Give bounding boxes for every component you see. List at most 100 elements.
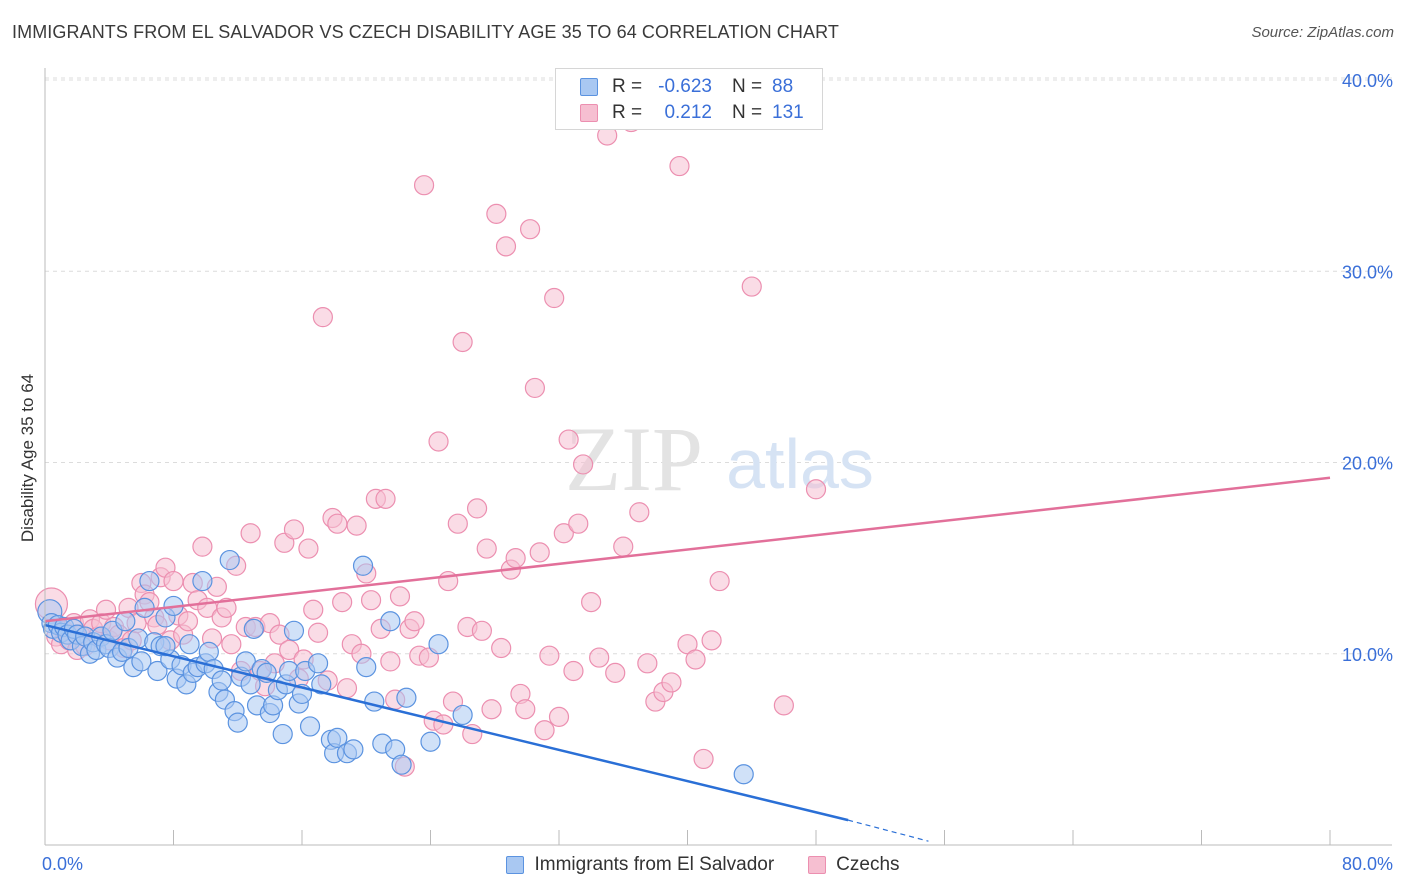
stats-legend-row-pink: R = 0.212 N = 131 xyxy=(580,101,804,125)
el-salvador-point xyxy=(391,754,412,775)
czechs-point xyxy=(515,699,536,720)
czechs-point xyxy=(805,479,827,500)
el-salvador-point xyxy=(243,618,264,639)
czechs-point xyxy=(452,331,473,353)
el-salvador-point xyxy=(272,723,293,745)
el-salvador-point xyxy=(227,712,248,733)
legend-swatch-blue xyxy=(506,856,525,874)
czechs-point xyxy=(192,536,213,557)
y-axis-title: Disability Age 35 to 64 xyxy=(18,373,37,543)
watermark: ZIP atlas xyxy=(565,408,874,510)
czechs-point xyxy=(568,513,589,534)
czechs-point xyxy=(375,488,396,509)
czechs-point xyxy=(558,429,579,450)
czechs-point xyxy=(303,599,324,620)
el-salvador-point xyxy=(352,555,374,576)
grid-layer xyxy=(45,77,1392,655)
czechs-point xyxy=(589,647,610,668)
czechs-point xyxy=(661,672,682,693)
el-salvador-point xyxy=(147,660,168,682)
n-label: N = xyxy=(732,76,763,97)
czechs-point xyxy=(572,454,594,475)
czechs-point xyxy=(581,592,602,613)
el-salvador-point xyxy=(428,634,449,655)
x-tick-label-min: 0.0% xyxy=(42,854,83,874)
czechs-point xyxy=(163,570,184,592)
el-salvador-point xyxy=(733,764,754,785)
czechs-point xyxy=(693,748,714,770)
czechs-point xyxy=(177,611,199,632)
r-value: 0.212 xyxy=(664,102,712,123)
czechs-point xyxy=(428,431,449,452)
n-label: N = xyxy=(732,102,763,123)
czechs-point xyxy=(741,276,762,297)
el-salvador-point xyxy=(420,731,441,752)
chart-title: IMMIGRANTS FROM EL SALVADOR VS CZECH DIS… xyxy=(12,22,839,42)
n-value: 131 xyxy=(772,102,804,123)
source-label: Source: ZipAtlas.com xyxy=(1251,24,1394,41)
x-tick-label-max: 80.0% xyxy=(1342,854,1393,874)
czechs-point xyxy=(491,637,512,659)
legend-swatch-pink xyxy=(808,856,827,874)
czechs-point xyxy=(360,590,382,611)
czechs-point xyxy=(548,706,570,727)
y-tick-label: 20.0% xyxy=(1342,454,1393,474)
watermark-atlas: atlas xyxy=(726,425,874,503)
el-salvador-point xyxy=(179,634,200,655)
czechs-point xyxy=(637,653,658,674)
el-salvador-point xyxy=(364,691,385,712)
stats-legend: R = -0.623 N = 88 R = 0.212 N = 131 xyxy=(555,68,823,130)
czechs-point xyxy=(529,542,550,563)
series-legend: Immigrants from El Salvador Czechs xyxy=(0,852,1406,878)
legend-item-czechs[interactable]: Czechs xyxy=(808,854,900,876)
czechs-point xyxy=(336,678,358,699)
legend-label-el-salvador: Immigrants from El Salvador xyxy=(534,854,775,875)
r-label: R = xyxy=(612,102,643,123)
axes: 10.0% 20.0% 30.0% 40.0% 0.0% 80.0% xyxy=(42,68,1393,874)
czechs-point xyxy=(629,502,650,523)
czechs-point xyxy=(283,519,305,540)
el-salvador-point xyxy=(198,641,219,662)
el-salvador-point xyxy=(131,651,152,672)
czechs-point xyxy=(312,307,333,328)
czechs-point xyxy=(613,536,634,557)
czechs-point xyxy=(404,611,425,632)
czechs-point xyxy=(505,548,526,569)
el-salvador-point xyxy=(299,716,321,737)
czechs-point xyxy=(519,219,541,240)
czechs-point xyxy=(447,513,468,534)
czechs-point xyxy=(332,592,353,613)
y-tick-label: 10.0% xyxy=(1342,645,1393,665)
czechs-point xyxy=(413,175,435,196)
legend-label-czechs: Czechs xyxy=(836,854,900,875)
czechs-point xyxy=(701,630,722,651)
el-salvador-point xyxy=(219,549,240,571)
el-salvador-point xyxy=(311,674,332,695)
r-value: -0.623 xyxy=(658,76,712,97)
czechs-point xyxy=(773,695,794,716)
czechs-point xyxy=(709,570,730,592)
czechs-point xyxy=(539,645,560,666)
el-salvador-point xyxy=(283,620,305,641)
czechs-point xyxy=(669,155,690,177)
czechs-point xyxy=(605,662,626,683)
czechs-point xyxy=(486,203,507,224)
czechs-point xyxy=(534,720,555,741)
czechs-point xyxy=(389,586,411,607)
czechs-point xyxy=(279,639,300,661)
r-label: R = xyxy=(612,76,643,97)
el-salvador-point xyxy=(380,611,401,632)
trend-lines xyxy=(44,476,1331,842)
el-salvador-point xyxy=(396,687,417,708)
czechs-point xyxy=(307,622,329,643)
czechs-point xyxy=(216,597,237,618)
legend-item-el-salvador[interactable]: Immigrants from El Salvador xyxy=(506,854,774,876)
stats-legend-row-blue: R = -0.623 N = 88 xyxy=(580,75,802,99)
czechs-point xyxy=(471,620,492,641)
czechs-point xyxy=(476,538,497,559)
el-salvador-point xyxy=(139,570,160,592)
el-salvador-point xyxy=(356,657,377,678)
czechs-point xyxy=(380,651,401,672)
czechs-point xyxy=(298,538,319,559)
